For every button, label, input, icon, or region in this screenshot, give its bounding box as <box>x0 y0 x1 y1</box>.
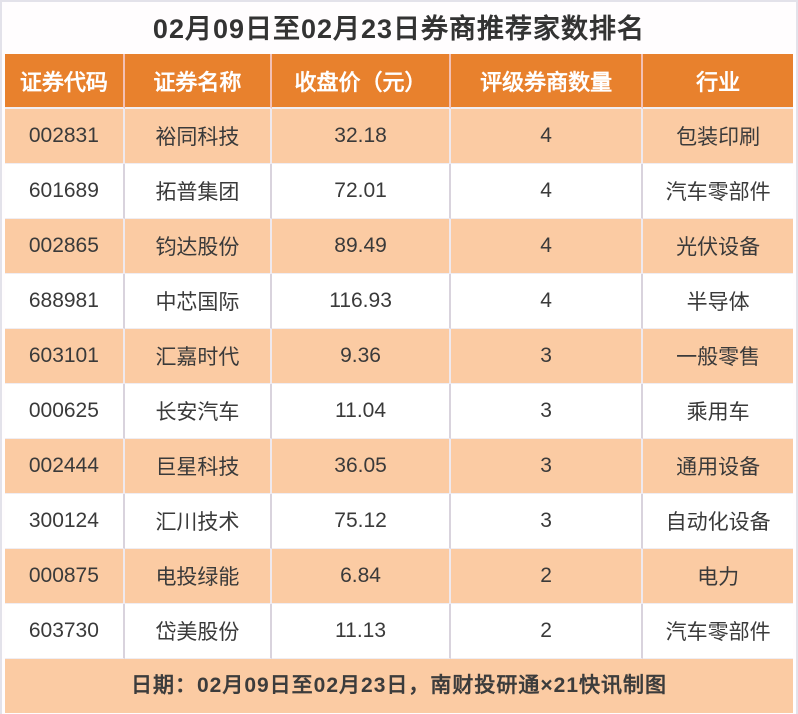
table-cell: 裕同科技 <box>124 109 273 164</box>
table-cell: 300124 <box>5 494 125 549</box>
table-cell: 002831 <box>5 109 125 164</box>
table-row: 603101 汇嘉时代 9.36 3 一般零售 <box>5 329 793 384</box>
table-cell: 2 <box>450 549 644 604</box>
column-header-broker-count: 评级券商数量 <box>450 54 644 109</box>
table-cell: 002444 <box>5 439 125 494</box>
table-cell: 603730 <box>5 604 125 659</box>
table-row: 601689 拓普集团 72.01 4 汽车零部件 <box>5 164 793 219</box>
table-cell: 89.49 <box>272 219 451 274</box>
table-body: 002831 裕同科技 32.18 4 包装印刷 601689 拓普集团 72.01 4 汽车零部… <box>5 109 793 659</box>
table-cell: 长安汽车 <box>124 384 273 439</box>
table-cell: 116.93 <box>272 274 451 329</box>
table-cell: 3 <box>450 329 644 384</box>
table-cell: 4 <box>450 274 644 329</box>
table-cell: 601689 <box>5 164 125 219</box>
table-cell: 4 <box>450 219 644 274</box>
table-row: 000625 长安汽车 11.04 3 乘用车 <box>5 384 793 439</box>
table-cell: 汽车零部件 <box>643 164 793 219</box>
table-cell: 电力 <box>643 549 793 604</box>
table-cell: 11.13 <box>272 604 451 659</box>
table-cell: 2 <box>450 604 644 659</box>
table-cell: 光伏设备 <box>643 219 793 274</box>
table-cell: 乘用车 <box>643 384 793 439</box>
table-cell: 拓普集团 <box>124 164 273 219</box>
table-cell: 3 <box>450 439 644 494</box>
table-header: 证券代码 证券名称 收盘价（元） 评级券商数量 行业 <box>5 54 793 109</box>
table-cell: 11.04 <box>272 384 451 439</box>
table-cell: 巨星科技 <box>124 439 273 494</box>
table-cell: 75.12 <box>272 494 451 549</box>
footer-caption: 日期：02月09日至02月23日，南财投研通×21快讯制图 <box>5 659 793 713</box>
table-row: 000875 电投绿能 6.84 2 电力 <box>5 549 793 604</box>
broker-recommendation-table: 证券代码 证券名称 收盘价（元） 评级券商数量 行业 002831 裕同科技 32.… <box>5 54 793 659</box>
column-header-close-price: 收盘价（元） <box>272 54 451 109</box>
table-cell: 3 <box>450 494 644 549</box>
table-cell: 002865 <box>5 219 125 274</box>
table-row: 002444 巨星科技 36.05 3 通用设备 <box>5 439 793 494</box>
column-header-stock-code: 证券代码 <box>5 54 125 109</box>
table-cell: 603101 <box>5 329 125 384</box>
table-cell: 汽车零部件 <box>643 604 793 659</box>
table-row: 002865 钧达股份 89.49 4 光伏设备 <box>5 219 793 274</box>
table-cell: 钧达股份 <box>124 219 273 274</box>
table-cell: 通用设备 <box>643 439 793 494</box>
table-cell: 电投绿能 <box>124 549 273 604</box>
table-cell: 包装印刷 <box>643 109 793 164</box>
table-row: 300124 汇川技术 75.12 3 自动化设备 <box>5 494 793 549</box>
table-cell: 半导体 <box>643 274 793 329</box>
table-cell: 汇川技术 <box>124 494 273 549</box>
table-cell: 000625 <box>5 384 125 439</box>
table-row: 603730 岱美股份 11.13 2 汽车零部件 <box>5 604 793 659</box>
table-row: 002831 裕同科技 32.18 4 包装印刷 <box>5 109 793 164</box>
table-cell: 一般零售 <box>643 329 793 384</box>
table-cell: 688981 <box>5 274 125 329</box>
table-header-row: 证券代码 证券名称 收盘价（元） 评级券商数量 行业 <box>5 54 793 109</box>
table-cell: 3 <box>450 384 644 439</box>
table-cell: 自动化设备 <box>643 494 793 549</box>
table-cell: 72.01 <box>272 164 451 219</box>
column-header-industry: 行业 <box>643 54 793 109</box>
table-cell: 000875 <box>5 549 125 604</box>
table-row: 688981 中芯国际 116.93 4 半导体 <box>5 274 793 329</box>
table-cell: 中芯国际 <box>124 274 273 329</box>
table-cell: 汇嘉时代 <box>124 329 273 384</box>
column-header-stock-name: 证券名称 <box>124 54 273 109</box>
table-cell: 4 <box>450 164 644 219</box>
table-cell: 32.18 <box>272 109 451 164</box>
table-cell: 6.84 <box>272 549 451 604</box>
table-cell: 36.05 <box>272 439 451 494</box>
table-cell: 4 <box>450 109 644 164</box>
table-container: 证券代码 证券名称 收盘价（元） 评级券商数量 行业 002831 裕同科技 32.… <box>2 54 796 659</box>
page-title: 02月09日至02月23日券商推荐家数排名 <box>152 14 646 44</box>
table-cell: 岱美股份 <box>124 604 273 659</box>
table-cell: 9.36 <box>272 329 451 384</box>
